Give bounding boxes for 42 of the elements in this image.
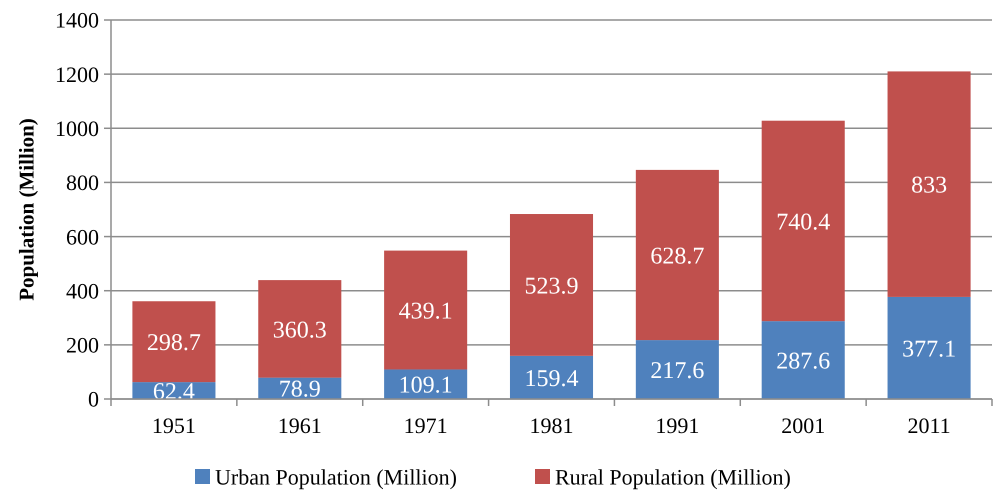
x-tick-label: 2001	[781, 413, 826, 438]
y-tick-label: 1400	[55, 8, 99, 33]
bar	[132, 301, 216, 382]
bar	[258, 280, 342, 378]
data-label: 109.1	[398, 372, 453, 399]
y-tick-label: 1200	[55, 62, 99, 87]
data-label: 217.6	[650, 358, 704, 384]
data-label: 439.1	[398, 298, 453, 324]
bar	[510, 214, 594, 356]
y-tick-label: 200	[66, 332, 99, 358]
y-tick-label: 600	[66, 224, 99, 250]
x-tick-label: 1961	[278, 413, 322, 438]
bar	[762, 321, 845, 399]
x-tick-label: 1981	[530, 413, 574, 438]
data-label: 833	[911, 172, 948, 199]
x-tick-label: 1971	[404, 413, 448, 438]
y-tick-label: 1000	[55, 116, 99, 141]
data-label: 360.3	[272, 317, 327, 344]
y-axis-title: Population (Million)	[14, 118, 38, 301]
data-label: 523.9	[524, 273, 578, 300]
bar	[384, 250, 468, 370]
bar	[636, 340, 719, 399]
bar	[636, 170, 719, 340]
legend-label: Rural Population (Million)	[555, 464, 791, 490]
data-label: 287.6	[776, 348, 830, 374]
data-label: 740.4	[776, 209, 830, 236]
x-tick-label: 1951	[152, 413, 196, 438]
bar	[888, 296, 971, 399]
y-tick-label: 800	[66, 170, 99, 196]
bar	[510, 356, 594, 399]
bar	[888, 71, 971, 297]
bar	[762, 120, 845, 322]
data-label: 159.4	[524, 366, 578, 392]
legend-label: Urban Population (Million)	[215, 464, 457, 490]
data-label: 377.1	[902, 336, 956, 362]
y-tick-label: 400	[66, 278, 99, 304]
data-label: 298.7	[146, 330, 201, 356]
data-label: 628.7	[650, 243, 704, 270]
x-tick-label: 2011	[907, 413, 951, 438]
y-tick-label: 0	[88, 386, 99, 412]
data-label: 78.9	[278, 376, 321, 403]
x-tick-label: 1991	[655, 413, 700, 438]
